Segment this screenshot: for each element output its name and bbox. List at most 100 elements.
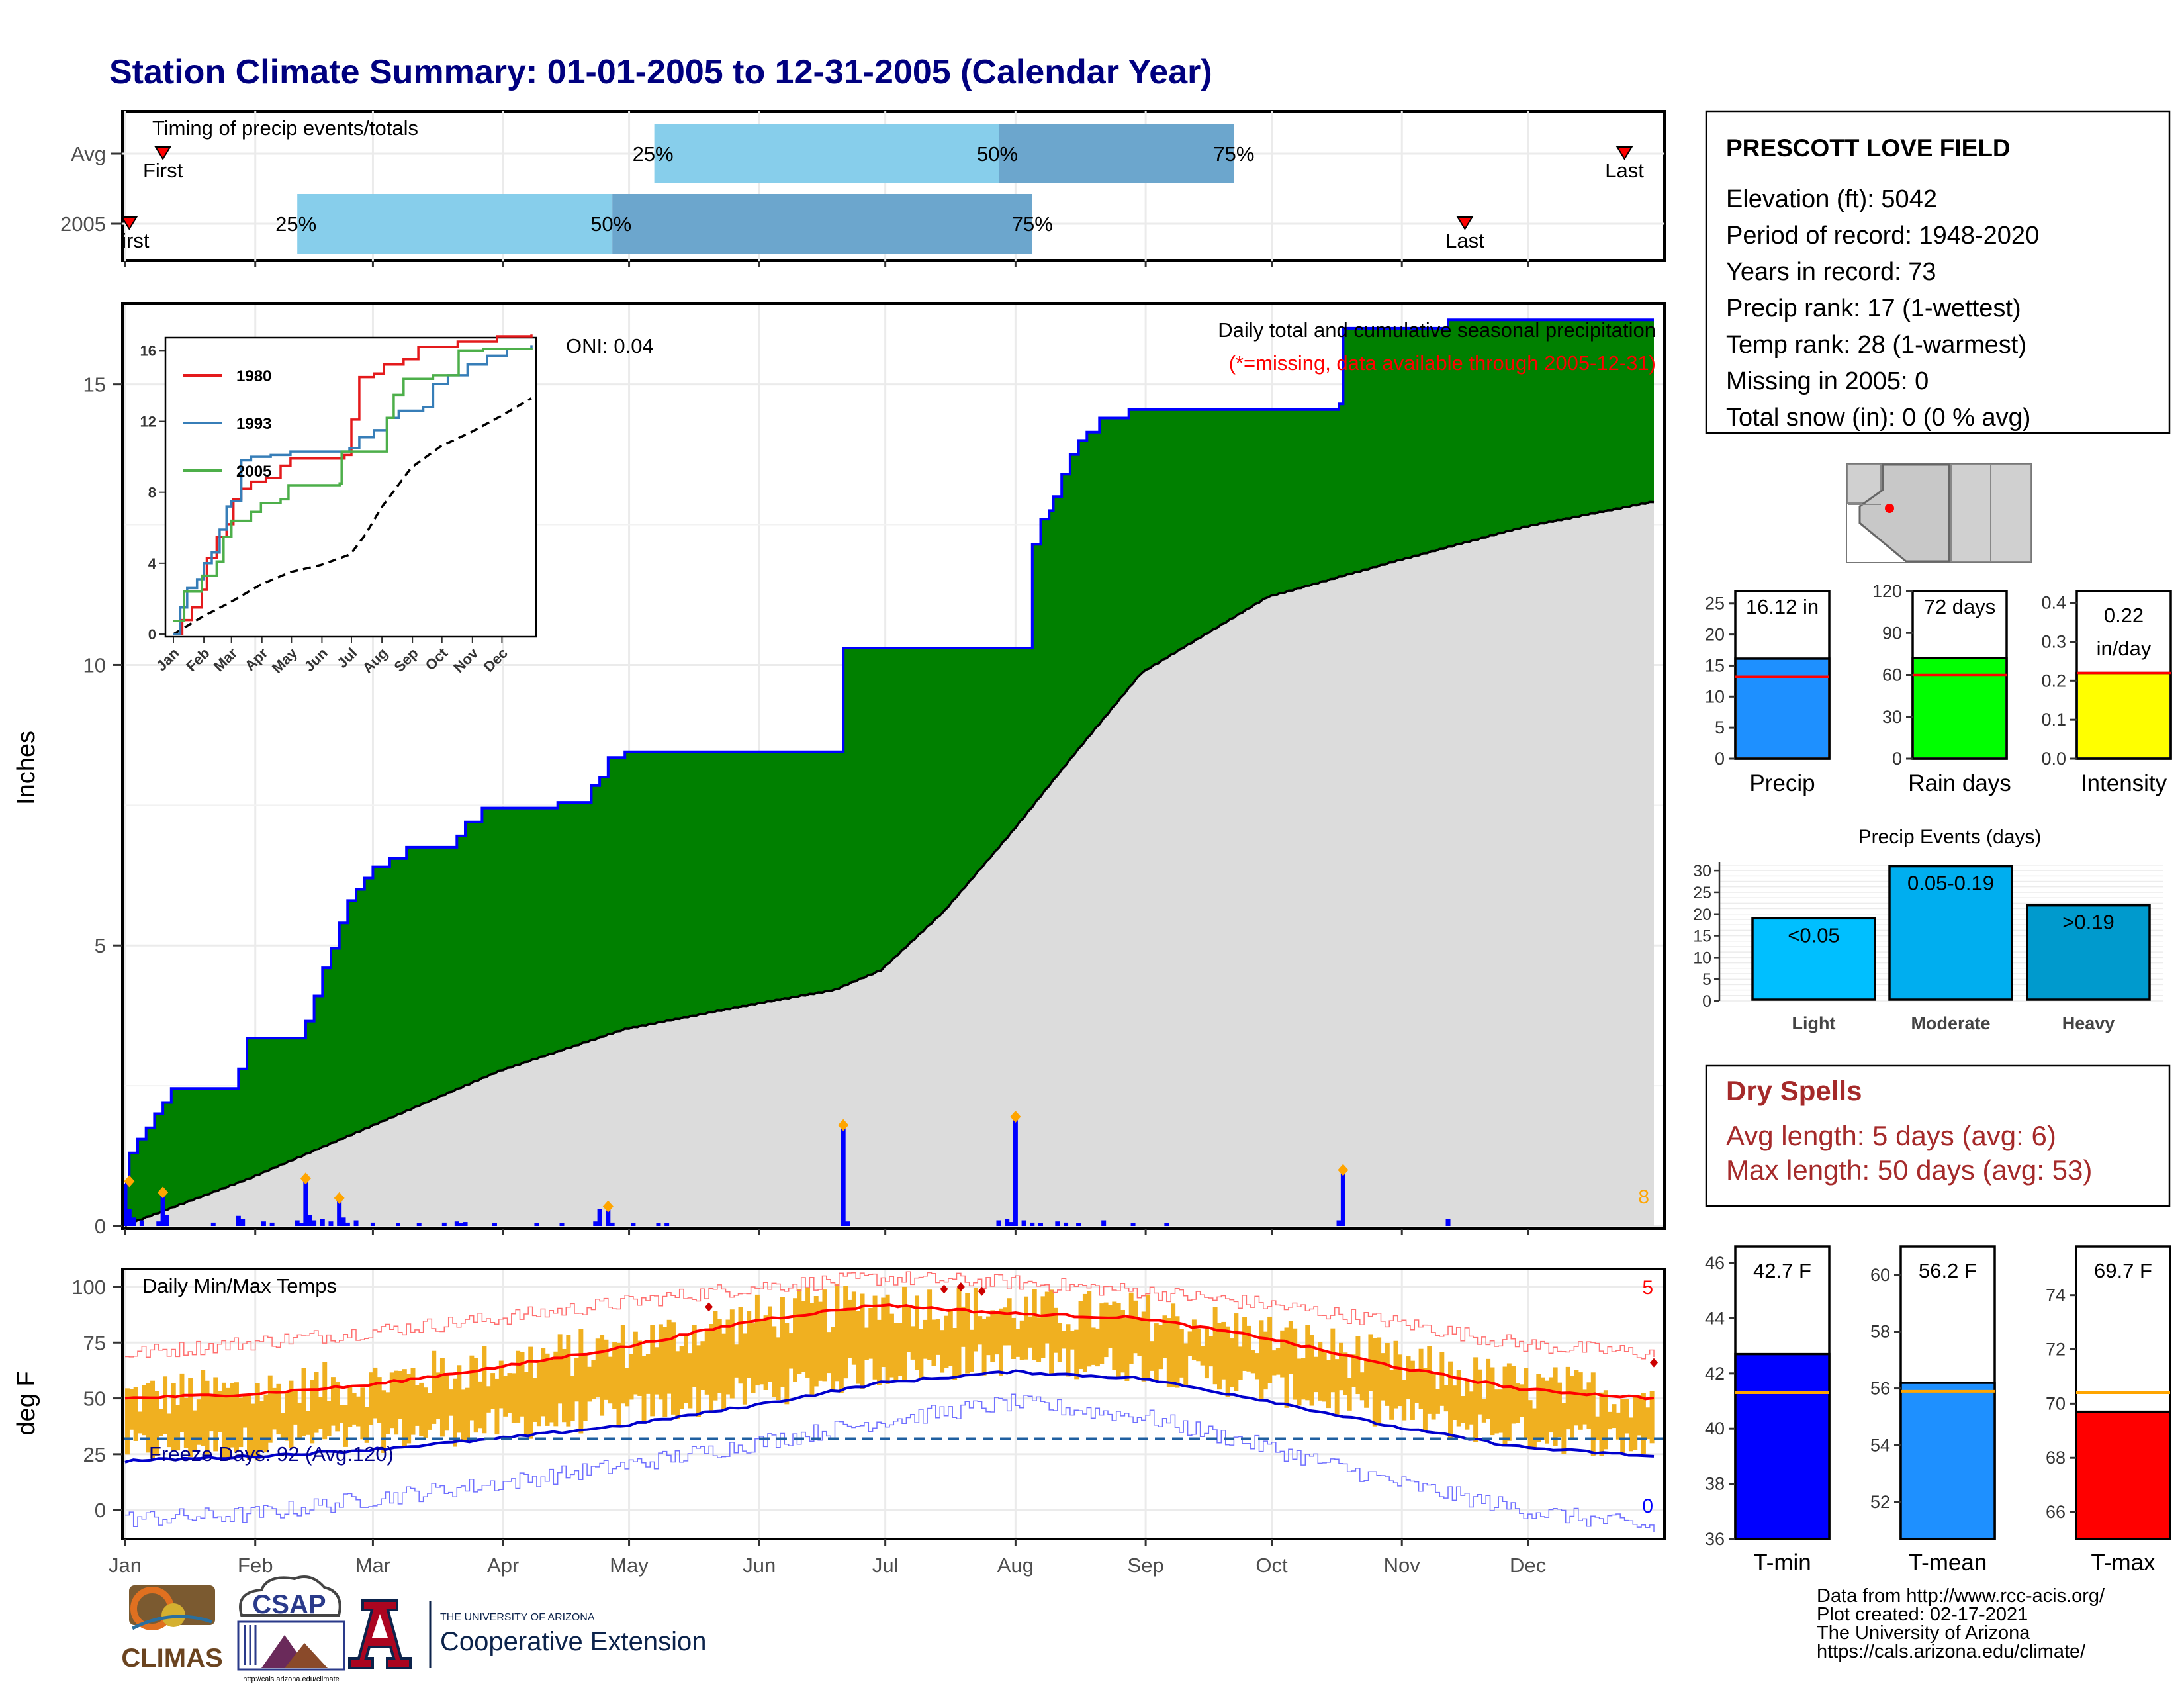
daily-temp-bar: [1275, 1348, 1281, 1375]
daily-temp-bar: [906, 1305, 911, 1353]
daily-temp-bar: [650, 1325, 655, 1417]
daily-temp-bar: [1146, 1294, 1151, 1378]
daily-precip-bar: [1445, 1219, 1451, 1226]
timing-bar-50-75: [999, 124, 1234, 183]
daily-temp-bar: [1494, 1389, 1499, 1434]
ua-big-text: Cooperative Extension: [440, 1627, 706, 1656]
daily-temp-bar: [637, 1340, 643, 1396]
daily-temp-bar: [423, 1387, 428, 1438]
daily-temp-bar: [280, 1413, 285, 1440]
daily-temp-bar: [747, 1311, 752, 1378]
daily-temp-bar: [1586, 1382, 1592, 1429]
daily-temp-bar: [1355, 1336, 1361, 1395]
daily-temp-bar: [1448, 1361, 1453, 1438]
daily-temp-bar: [1473, 1357, 1479, 1442]
daily-temp-bar: [948, 1310, 953, 1366]
daily-temp-bar: [238, 1397, 244, 1448]
daily-temp-bar: [1040, 1296, 1046, 1358]
extreme-precip-marker: [124, 1175, 135, 1188]
inset-y-tick-label: 8: [148, 485, 156, 501]
daily-temp-bar: [1435, 1389, 1440, 1414]
daily-temp-bar: [1322, 1350, 1327, 1402]
daily-temp-bar: [419, 1382, 424, 1437]
precip-annotation-2: (*=missing, data available through 2005-…: [1229, 352, 1656, 375]
daily-temp-bar: [150, 1380, 156, 1458]
timing-row-label: Avg: [71, 142, 106, 165]
daily-temp-bar: [528, 1346, 533, 1439]
daily-temp-bar: [570, 1376, 575, 1421]
daily-temp-bar: [267, 1375, 273, 1443]
daily-temp-bar: [326, 1401, 332, 1436]
daily-temp-bar: [339, 1405, 344, 1423]
station-line: Missing in 2005: 0: [1726, 367, 1929, 395]
daily-temp-bar: [318, 1397, 323, 1429]
daily-temp-bar: [1208, 1336, 1214, 1367]
daily-temp-bar: [1112, 1301, 1117, 1370]
daily-temp-bar: [133, 1387, 138, 1441]
daily-temp-bar: [453, 1378, 457, 1447]
month-label: Aug: [997, 1554, 1034, 1577]
daily-temp-bar: [255, 1383, 260, 1461]
daily-temp-bar: [566, 1335, 571, 1427]
daily-temp-bar: [1406, 1356, 1411, 1399]
daily-temp-bar: [432, 1350, 437, 1424]
daily-temp-bar: [1196, 1328, 1201, 1362]
daily-temp-bar: [389, 1372, 394, 1429]
daily-temp-bar: [226, 1387, 231, 1459]
daily-temp-bar: [263, 1394, 269, 1453]
daily-temp-bar: [1439, 1352, 1445, 1406]
daily-temp-bar: [381, 1390, 387, 1453]
daily-temp-bar: [1427, 1346, 1432, 1414]
daily-temp-bar: [439, 1358, 445, 1437]
daily-precip-bar: [307, 1215, 312, 1226]
daily-temp-bar: [398, 1370, 403, 1419]
mini-chart-tick-label: 0.3: [2041, 632, 2066, 651]
daily-temp-bar: [1557, 1382, 1562, 1438]
mini-chart-tick-label: 0.0: [2041, 749, 2066, 769]
daily-temp-bar: [469, 1355, 475, 1421]
events-content: 0 5 10 15 20 25 30 <0.05 Light 0.05-0.19 Moderate >…: [1693, 862, 2163, 1033]
daily-temp-bar: [523, 1372, 529, 1436]
daily-temp-bar: [435, 1372, 441, 1419]
daily-temp-bar: [516, 1350, 521, 1423]
daily-temp-bar: [1641, 1393, 1646, 1454]
average-max-line: [124, 1303, 1655, 1401]
daily-temp-bar: [847, 1299, 852, 1358]
timing-p25-label: 25%: [633, 142, 674, 165]
daily-temp-bar: [1582, 1389, 1588, 1425]
extreme-precip-marker: [838, 1119, 849, 1131]
daily-temp-bar: [285, 1391, 290, 1441]
daily-temp-bar: [1519, 1384, 1524, 1417]
temp-count-hi: 5: [1642, 1277, 1653, 1299]
extreme-precip-marker: [334, 1192, 345, 1204]
daily-temp-bar: [1347, 1378, 1352, 1411]
timing-p75-label: 75%: [1012, 212, 1053, 236]
record-high-marker: [940, 1284, 948, 1294]
daily-temp-bar: [1221, 1321, 1226, 1380]
daily-temp-bar: [1372, 1338, 1377, 1427]
footer-credits: Data from http://www.rcc-acis.org/ Plot …: [1817, 1585, 2105, 1662]
precip-areas: [124, 318, 1655, 1227]
daily-temp-bar: [952, 1327, 958, 1380]
daily-temp-bar: [822, 1289, 827, 1382]
dry-spells-line: Avg length: 5 days (avg: 6): [1726, 1120, 2056, 1151]
precip-y-label: Inches: [13, 731, 40, 805]
inset-series-line-2005: [173, 347, 533, 622]
daily-temp-bar: [503, 1376, 508, 1417]
timing-p75-label: 75%: [1213, 142, 1254, 165]
daily-precip-bar: [1340, 1172, 1345, 1226]
events-y-tick-label: 0: [1702, 992, 1711, 1011]
mini-chart-tick-label: 30: [1882, 707, 1902, 727]
daily-temp-bar: [360, 1387, 365, 1440]
dry-spells-line: Max length: 50 days (avg: 53): [1726, 1154, 2092, 1186]
daily-temp-bar: [1590, 1372, 1596, 1456]
daily-temp-bar: [1309, 1335, 1314, 1406]
mini-chart-tick-label: 120: [1872, 581, 1902, 601]
daily-temp-bar: [373, 1367, 378, 1419]
daily-temp-bar: [427, 1393, 432, 1430]
daily-temp-bar: [1263, 1331, 1268, 1390]
daily-temp-bar: [633, 1331, 638, 1395]
daily-temp-bar: [1381, 1353, 1386, 1401]
mini-chart-tick-label: 25: [1705, 594, 1725, 614]
mini-chart-category-label: Intensity: [2081, 771, 2167, 796]
